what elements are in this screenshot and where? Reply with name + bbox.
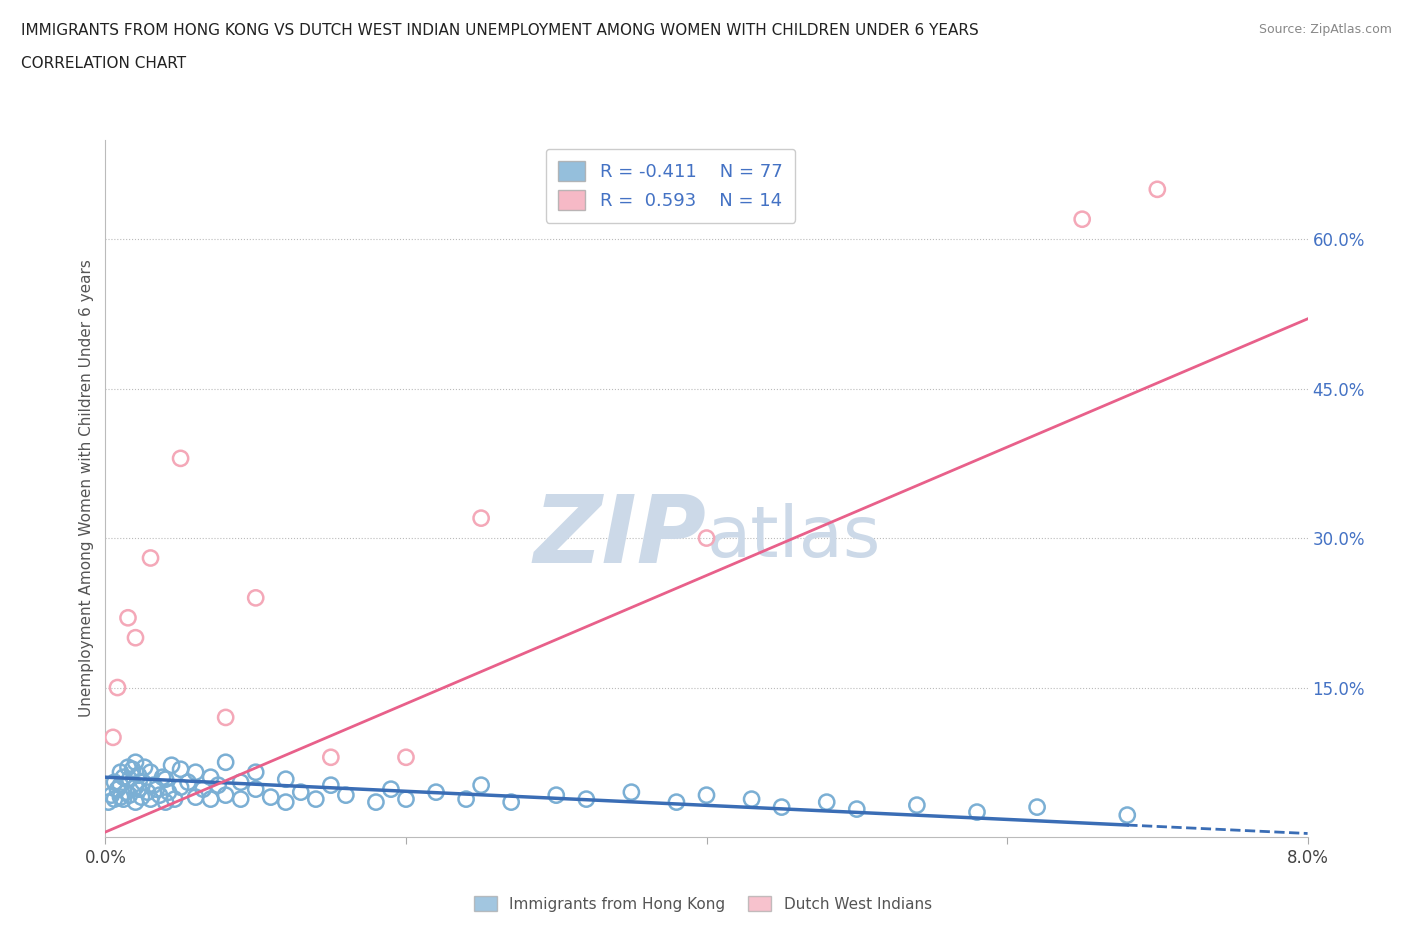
Point: [112, 791, 135, 806]
Point: [148, 788, 170, 803]
Point: [229, 775, 252, 790]
Point: [470, 777, 492, 792]
Point: [128, 768, 150, 783]
Point: [335, 788, 357, 803]
Point: [132, 775, 155, 790]
Point: [124, 755, 146, 770]
Y-axis label: Unemployment Among Women with Children Under 6 years: Unemployment Among Women with Children U…: [79, 259, 94, 717]
Point: [152, 770, 174, 785]
Point: [131, 790, 153, 804]
Point: [214, 755, 236, 770]
Point: [155, 772, 177, 787]
Point: [1116, 807, 1139, 822]
Point: [290, 785, 312, 800]
Legend: R = -0.411    N = 77, R =  0.593    N = 14: R = -0.411 N = 77, R = 0.593 N = 14: [546, 149, 796, 222]
Point: [200, 791, 222, 806]
Point: [305, 791, 328, 806]
Point: [274, 772, 297, 787]
Point: [134, 760, 156, 775]
Point: [160, 758, 183, 773]
Text: CORRELATION CHART: CORRELATION CHART: [21, 56, 186, 71]
Point: [207, 777, 229, 792]
Point: [620, 785, 643, 800]
Point: [103, 775, 125, 790]
Point: [117, 610, 139, 625]
Text: atlas: atlas: [707, 502, 882, 572]
Point: [112, 770, 135, 785]
Point: [470, 511, 492, 525]
Point: [364, 794, 387, 809]
Point: [169, 762, 191, 777]
Point: [501, 794, 523, 809]
Point: [115, 785, 138, 800]
Point: [245, 782, 267, 797]
Point: [169, 779, 191, 794]
Point: [103, 791, 125, 806]
Point: [546, 788, 568, 803]
Point: [107, 680, 129, 695]
Point: [163, 791, 186, 806]
Point: [274, 794, 297, 809]
Point: [128, 782, 150, 797]
Point: [177, 775, 200, 790]
Point: [770, 800, 793, 815]
Point: [696, 788, 718, 803]
Point: [139, 764, 162, 779]
Point: [380, 782, 402, 797]
Point: [110, 777, 132, 792]
Point: [110, 790, 132, 804]
Point: [245, 764, 267, 779]
Point: [1071, 212, 1094, 227]
Point: [966, 804, 988, 819]
Point: [100, 788, 122, 803]
Legend: Immigrants from Hong Kong, Dutch West Indians: Immigrants from Hong Kong, Dutch West In…: [468, 889, 938, 918]
Point: [245, 591, 267, 605]
Point: [191, 782, 214, 797]
Point: [395, 791, 418, 806]
Point: [101, 730, 124, 745]
Point: [142, 777, 165, 792]
Point: [395, 750, 418, 764]
Point: [184, 790, 207, 804]
Point: [260, 790, 283, 804]
Point: [157, 785, 180, 800]
Point: [169, 451, 191, 466]
Point: [319, 750, 342, 764]
Point: [741, 791, 763, 806]
Point: [124, 794, 146, 809]
Point: [214, 710, 236, 724]
Point: [155, 794, 177, 809]
Point: [1146, 182, 1168, 197]
Point: [815, 794, 838, 809]
Point: [139, 791, 162, 806]
Point: [696, 531, 718, 546]
Point: [124, 631, 146, 645]
Point: [1026, 800, 1049, 815]
Point: [665, 794, 688, 809]
Point: [229, 791, 252, 806]
Point: [214, 788, 236, 803]
Point: [139, 551, 162, 565]
Point: [97, 794, 120, 809]
Point: [319, 777, 342, 792]
Text: IMMIGRANTS FROM HONG KONG VS DUTCH WEST INDIAN UNEMPLOYMENT AMONG WOMEN WITH CHI: IMMIGRANTS FROM HONG KONG VS DUTCH WEST …: [21, 23, 979, 38]
Point: [425, 785, 447, 800]
Point: [121, 762, 143, 777]
Point: [110, 764, 132, 779]
Point: [124, 779, 146, 794]
Point: [184, 764, 207, 779]
Point: [145, 782, 167, 797]
Text: ZIP: ZIP: [534, 491, 707, 583]
Point: [200, 770, 222, 785]
Point: [575, 791, 598, 806]
Point: [136, 785, 159, 800]
Point: [118, 788, 141, 803]
Point: [117, 760, 139, 775]
Point: [454, 791, 477, 806]
Point: [118, 772, 141, 787]
Point: [107, 782, 129, 797]
Text: Source: ZipAtlas.com: Source: ZipAtlas.com: [1258, 23, 1392, 36]
Point: [905, 798, 928, 813]
Point: [845, 802, 868, 817]
